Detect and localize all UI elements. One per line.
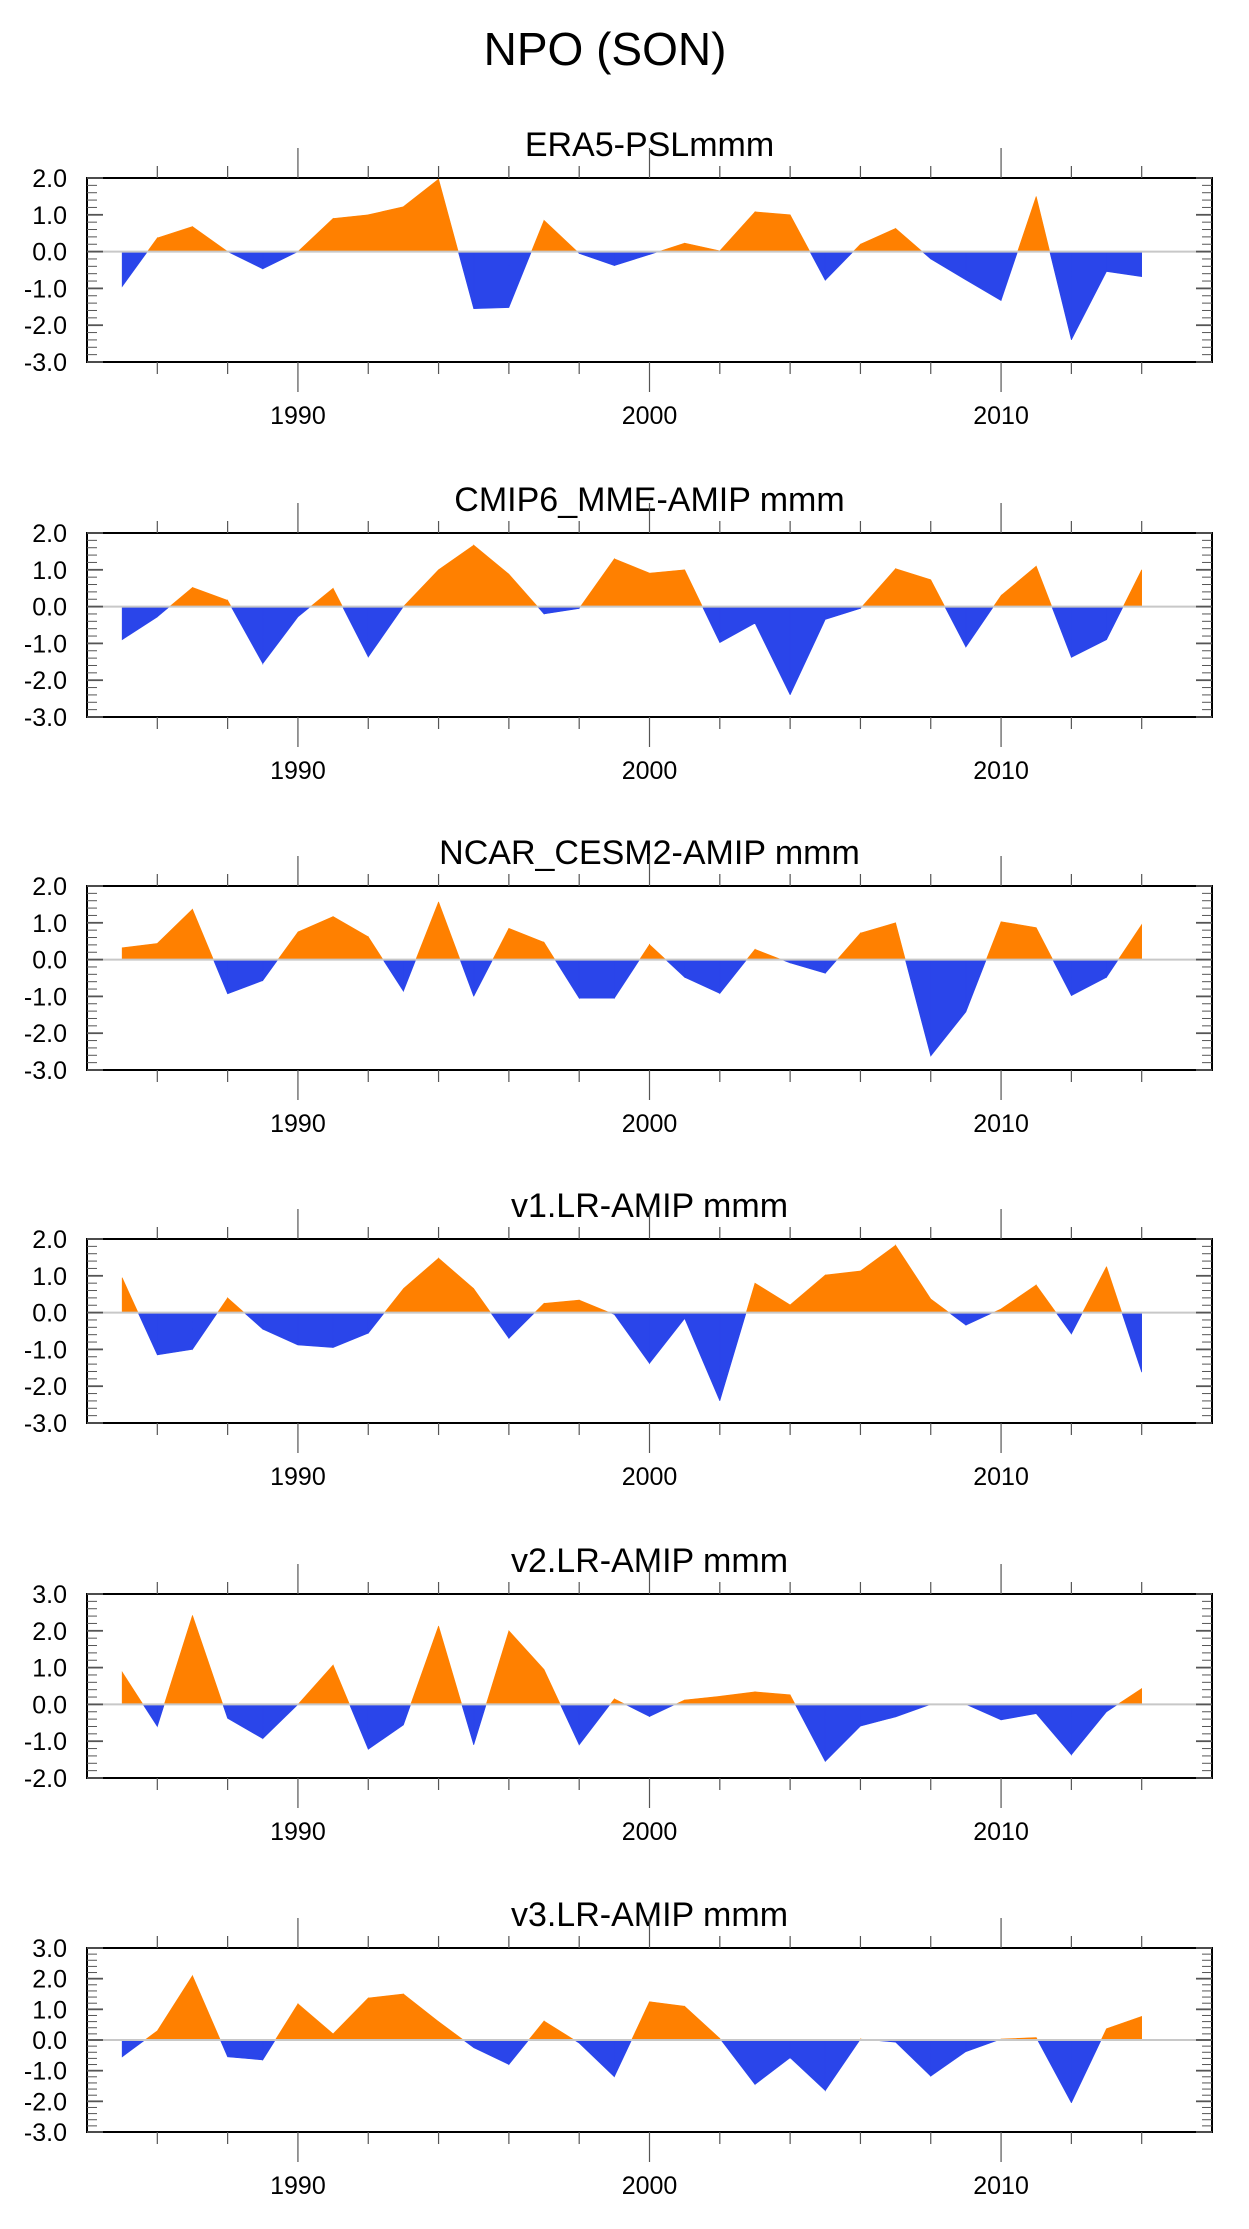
x-tick-label: 2010: [973, 1110, 1029, 1138]
y-tick-label: -2.0: [24, 667, 67, 695]
x-tick-label: 2000: [622, 757, 678, 785]
positive-anomaly-area: [146, 178, 1051, 252]
y-tick-label: 1.0: [32, 910, 67, 938]
negative-anomaly-area: [212, 959, 1119, 1057]
positive-anomaly-area: [168, 544, 1142, 607]
negative-anomaly-area: [137, 1312, 1142, 1402]
y-tick-label: 0.0: [32, 1691, 67, 1719]
panel-3: NCAR_CESM2-AMIP mmm2.01.00.0-1.0-2.0-3.0…: [24, 834, 1213, 1138]
figure-title: NPO (SON): [483, 23, 727, 75]
y-tick-label: -2.0: [24, 2088, 67, 2116]
panel-2: CMIP6_MME-AMIP mmm2.01.00.0-1.0-2.0-3.01…: [24, 481, 1213, 785]
positive-anomaly-area: [121, 1615, 1142, 1705]
x-tick-label: 2000: [622, 1818, 678, 1846]
x-tick-label: 1990: [270, 757, 326, 785]
y-tick-label: 1.0: [32, 1655, 67, 1683]
x-tick-label: 2000: [622, 2172, 678, 2200]
x-tick-label: 2010: [973, 757, 1029, 785]
y-tick-label: -1.0: [24, 2058, 67, 2086]
y-tick-label: -1.0: [24, 983, 67, 1011]
y-tick-label: 2.0: [32, 520, 67, 548]
y-tick-label: 1.0: [32, 1263, 67, 1291]
x-tick-label: 2000: [622, 1463, 678, 1491]
positive-anomaly-area: [121, 901, 1142, 960]
y-tick-label: -3.0: [24, 2119, 67, 2147]
y-tick-label: 2.0: [32, 873, 67, 901]
x-tick-label: 2000: [622, 1110, 678, 1138]
panel-6: v3.LR-AMIP mmm3.02.01.00.0-1.0-2.0-3.019…: [24, 1896, 1213, 2200]
y-tick-label: 0.0: [32, 2027, 67, 2055]
y-tick-label: 0.0: [32, 594, 67, 622]
y-tick-label: 2.0: [32, 1618, 67, 1646]
y-tick-label: -3.0: [24, 349, 67, 377]
x-tick-label: 1990: [270, 1110, 326, 1138]
x-tick-label: 2010: [973, 1818, 1029, 1846]
positive-anomaly-area: [143, 1974, 1142, 2041]
y-tick-label: -2.0: [24, 1373, 67, 1401]
x-tick-label: 1990: [270, 402, 326, 430]
y-tick-label: -1.0: [24, 1728, 67, 1756]
positive-anomaly-area: [121, 1244, 1123, 1313]
x-tick-label: 2010: [973, 2172, 1029, 2200]
y-tick-label: 3.0: [32, 1935, 67, 1963]
negative-anomaly-area: [121, 251, 1142, 341]
y-tick-label: -3.0: [24, 1410, 67, 1438]
y-tick-label: -1.0: [24, 1336, 67, 1364]
y-tick-label: -1.0: [24, 630, 67, 658]
x-tick-label: 1990: [270, 1818, 326, 1846]
y-tick-label: 0.0: [32, 1300, 67, 1328]
x-tick-label: 1990: [270, 1463, 326, 1491]
y-tick-label: 2.0: [32, 1966, 67, 1994]
y-tick-label: -2.0: [24, 1765, 67, 1793]
y-tick-label: -3.0: [24, 704, 67, 732]
negative-anomaly-area: [121, 606, 1124, 696]
x-tick-label: 2000: [622, 402, 678, 430]
y-tick-label: 0.0: [32, 239, 67, 267]
y-tick-label: 1.0: [32, 557, 67, 585]
y-tick-label: 1.0: [32, 1996, 67, 2024]
plot-frame: [86, 177, 1213, 363]
y-tick-label: 1.0: [32, 202, 67, 230]
y-tick-label: -3.0: [24, 1057, 67, 1085]
x-tick-label: 1990: [270, 2172, 326, 2200]
x-tick-label: 2010: [973, 1463, 1029, 1491]
y-tick-label: 3.0: [32, 1581, 67, 1609]
plot-frame: [86, 1593, 1213, 1779]
x-tick-label: 2010: [973, 402, 1029, 430]
negative-anomaly-area: [121, 2039, 1102, 2104]
y-tick-label: 0.0: [32, 947, 67, 975]
y-tick-label: 2.0: [32, 1226, 67, 1254]
y-tick-label: -2.0: [24, 1020, 67, 1048]
negative-anomaly-area: [142, 1704, 1119, 1763]
y-tick-label: -2.0: [24, 312, 67, 340]
y-tick-label: 2.0: [32, 165, 67, 193]
y-tick-label: -1.0: [24, 275, 67, 303]
